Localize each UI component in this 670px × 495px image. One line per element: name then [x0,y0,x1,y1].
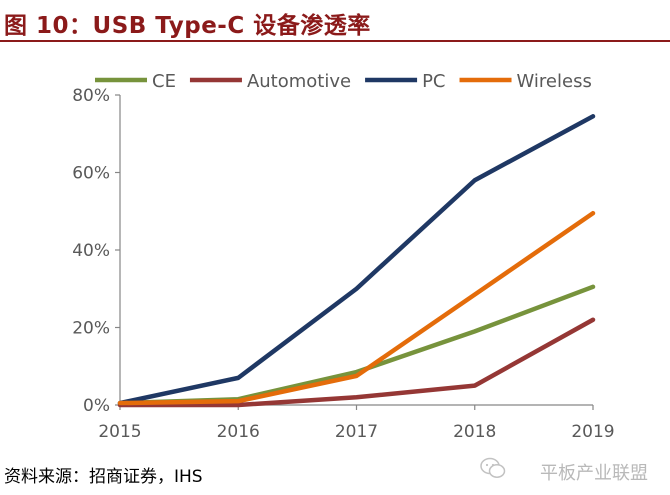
y-tick-label: 60% [72,164,110,184]
series-line-wireless [117,210,596,406]
y-tick-label: 0% [83,396,110,416]
legend-label-ce: CE [152,71,176,92]
y-tick-label: 80% [72,86,110,106]
x-tick-label: 2017 [335,422,378,442]
x-tick-label: 2015 [98,422,141,442]
title-divider [0,40,670,42]
legend-label-wireless: Wireless [517,71,592,92]
y-tick-label: 20% [72,319,110,339]
series-line-ce [117,284,596,406]
wechat-icon [480,457,506,478]
x-tick-label: 2019 [571,422,614,442]
legend-label-automotive: Automotive [247,71,351,92]
legend-label-pc: PC [422,71,445,92]
watermark-text: 平板产业联盟 [540,463,648,484]
source-note: 资料来源：招商证券，IHS [4,467,203,487]
chart-title: 图 10：USB Type-C 设备渗透率 [4,13,371,39]
x-tick-label: 2018 [453,422,496,442]
series-line-automotive [117,317,596,408]
series-line-pc [117,114,596,406]
x-tick-label: 2016 [217,422,260,442]
y-tick-label: 40% [72,241,110,261]
